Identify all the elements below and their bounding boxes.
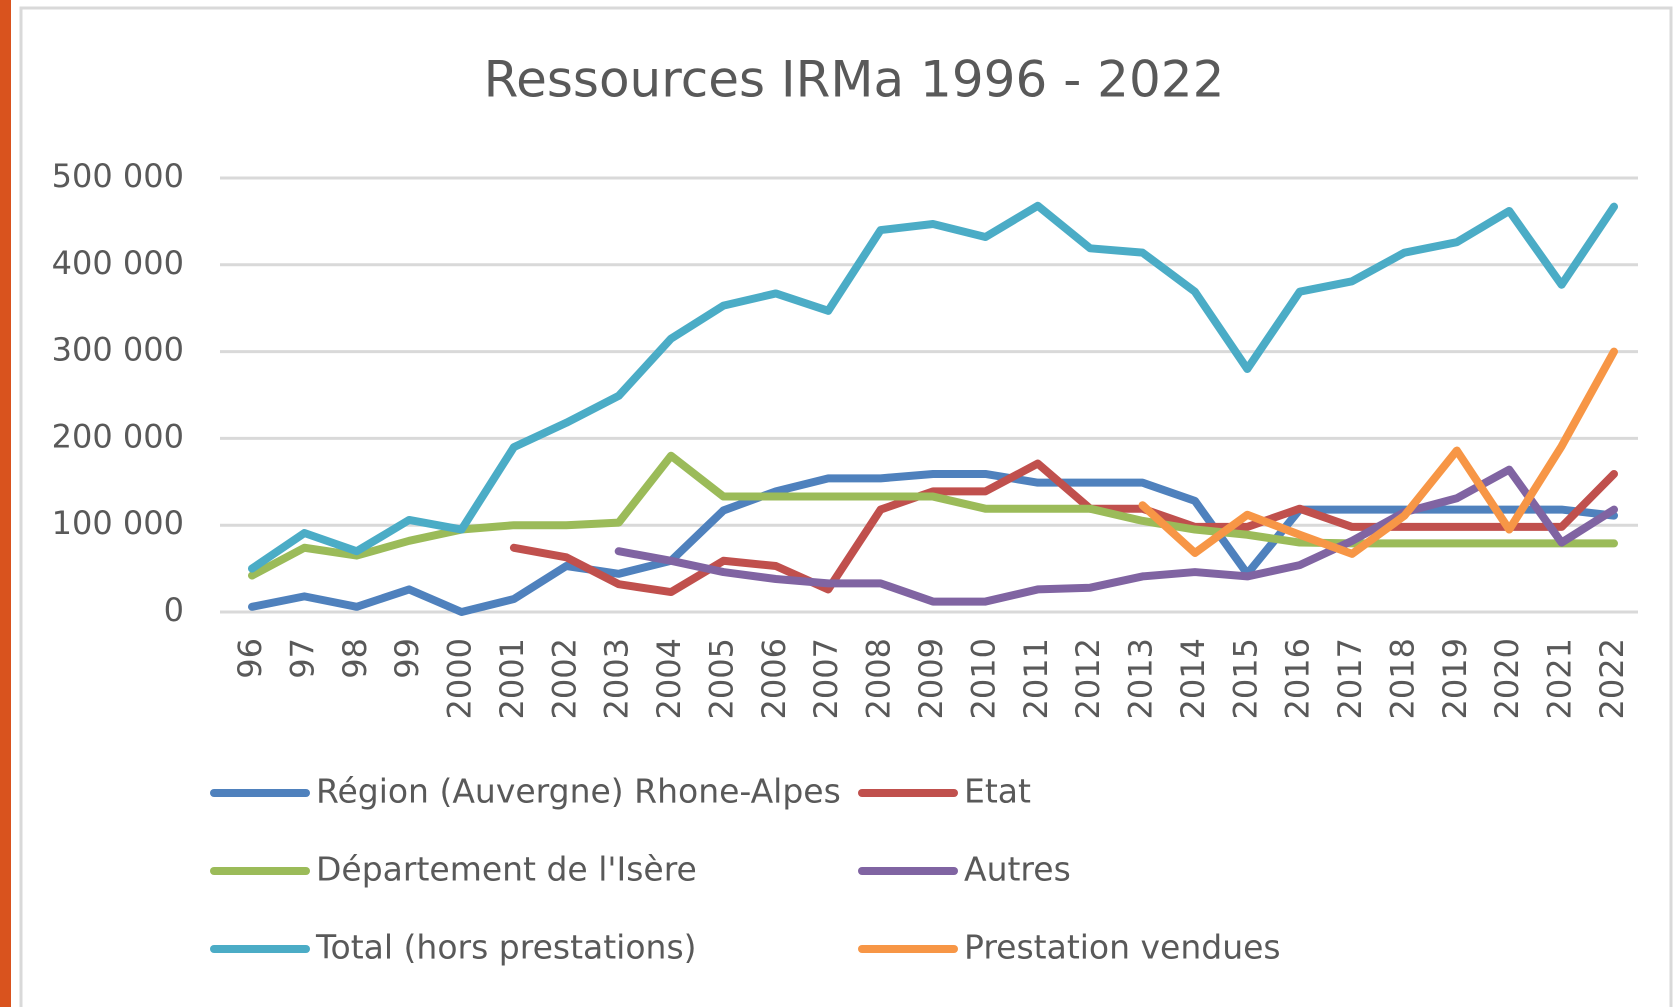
x-tick-label: 2021 xyxy=(1541,638,1579,719)
x-tick-label: 2011 xyxy=(1017,638,1055,719)
legend-label: Autres xyxy=(964,850,1071,889)
series-line xyxy=(248,201,1618,573)
series-line xyxy=(614,465,1618,606)
y-tick-label: 400 000 xyxy=(52,244,184,282)
x-tick-label: 2020 xyxy=(1488,638,1526,719)
x-tick-label: 96 xyxy=(231,638,269,679)
x-tick-label: 2015 xyxy=(1226,638,1264,719)
legend-label: Etat xyxy=(964,772,1031,811)
side-bar xyxy=(0,0,11,1007)
y-tick-label: 500 000 xyxy=(52,157,184,195)
x-tick-label: 2004 xyxy=(650,638,688,719)
x-tick-label: 2010 xyxy=(964,638,1002,719)
x-tick-label: 98 xyxy=(336,638,374,679)
y-tick-label: 200 000 xyxy=(52,417,184,455)
series-line xyxy=(1138,347,1618,558)
series-line xyxy=(248,451,1618,580)
y-tick-label: 100 000 xyxy=(52,504,184,542)
x-tick-label: 99 xyxy=(388,638,426,679)
x-tick-label: 2022 xyxy=(1593,638,1631,719)
legend-label: Total (hors prestations) xyxy=(315,928,697,967)
x-tick-label: 2013 xyxy=(1122,638,1160,719)
legend-label: Région (Auvergne) Rhone-Alpes xyxy=(316,772,841,811)
x-tick-label: 2001 xyxy=(493,638,531,719)
x-tick-label: 2000 xyxy=(441,638,479,719)
x-tick-label: 2005 xyxy=(702,638,740,719)
x-tick-label: 2016 xyxy=(1279,638,1317,719)
x-tick-label: 2003 xyxy=(598,638,636,719)
x-tick-label: 2007 xyxy=(807,638,845,719)
legend-label: Département de l'Isère xyxy=(316,850,697,889)
y-tick-label: 300 000 xyxy=(52,331,184,369)
x-tick-label: 2002 xyxy=(545,638,583,719)
x-tick-label: 2014 xyxy=(1174,638,1212,719)
series-line xyxy=(248,469,1618,616)
x-tick-label: 2006 xyxy=(755,638,793,719)
x-tick-label: 2008 xyxy=(860,638,898,719)
x-tick-label: 2012 xyxy=(1069,638,1107,719)
x-tick-label: 2009 xyxy=(912,638,950,719)
x-tick-label: 2019 xyxy=(1436,638,1474,719)
x-tick-label: 97 xyxy=(283,638,321,679)
series-line xyxy=(509,459,1618,597)
x-tick-label: 2017 xyxy=(1331,638,1369,719)
x-tick-label: 2018 xyxy=(1383,638,1421,719)
legend-label: Prestation vendues xyxy=(964,928,1281,967)
y-tick-label: 0 xyxy=(164,591,184,629)
chart-title: Ressources IRMa 1996 - 2022 xyxy=(484,51,1225,109)
